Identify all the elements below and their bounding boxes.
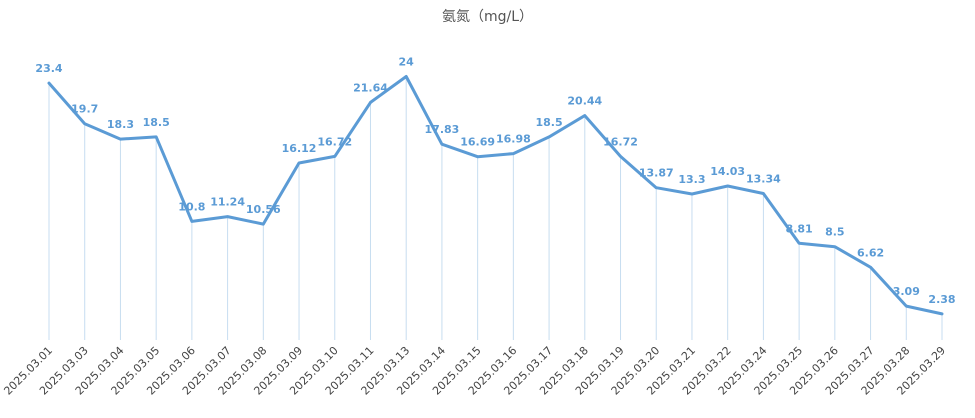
data-label: 11.24 <box>210 196 245 209</box>
data-label: 24 <box>399 55 415 68</box>
data-label: 3.09 <box>893 285 920 298</box>
data-label: 14.03 <box>710 165 745 178</box>
data-label: 10.56 <box>246 203 281 216</box>
data-label: 16.72 <box>603 135 638 148</box>
data-labels: 23.419.718.3 18.510.8 11.2410.5616.1216.72… <box>35 55 955 305</box>
data-label: 6.62 <box>857 246 884 259</box>
chart-title: 氨氮（mg/L） <box>441 9 534 25</box>
data-label: 20.44 <box>567 95 602 108</box>
data-label: 2.38 <box>928 293 955 306</box>
data-label: 23.4 <box>35 62 62 75</box>
data-label: 19.7 <box>71 103 98 116</box>
data-label: 10.8 <box>178 200 205 213</box>
data-label: 16.12 <box>282 142 317 155</box>
data-label: 18.3 <box>107 118 134 131</box>
x-tick-labels: 2025.03.012025.03.032025.03.042025.03.05… <box>1 344 948 398</box>
data-label: 13.3 <box>678 173 705 186</box>
data-label: 16.69 <box>460 136 495 149</box>
data-label: 13.34 <box>746 173 781 186</box>
data-label: 21.64 <box>353 81 388 94</box>
data-label: 8.81 <box>786 222 813 235</box>
data-label: 16.72 <box>317 135 352 148</box>
data-label: 17.83 <box>425 123 460 136</box>
data-label: 18.5 <box>143 116 170 129</box>
data-label: 16.98 <box>496 133 531 146</box>
data-label: 13.87 <box>639 167 674 180</box>
drop-lines <box>48 76 943 340</box>
data-label: 8.5 <box>825 226 845 239</box>
data-label: 18.5 <box>536 116 563 129</box>
series-line <box>47 75 944 316</box>
